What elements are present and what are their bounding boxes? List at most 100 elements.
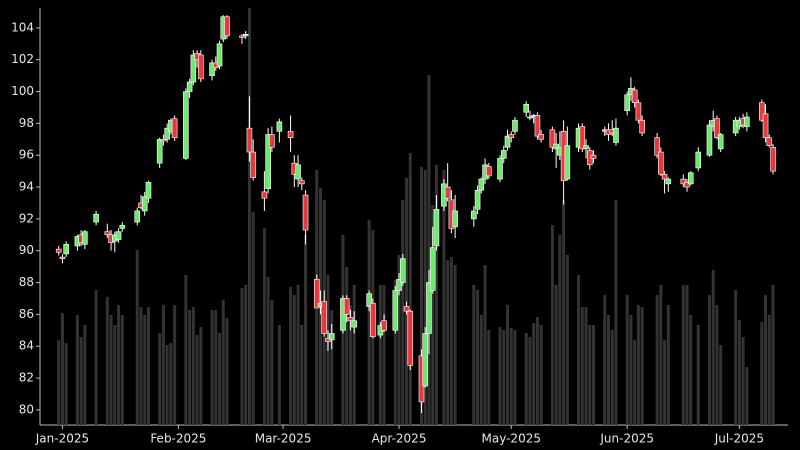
candle-body: [321, 301, 328, 334]
volume-bar: [345, 267, 349, 425]
volume-bar: [431, 205, 435, 425]
candle-body: [500, 150, 507, 159]
candle-body: [564, 145, 571, 180]
candle-body: [762, 113, 769, 139]
volume-bar: [558, 235, 562, 425]
volume-bar: [659, 285, 663, 425]
volume-bar: [449, 257, 453, 425]
candle-body: [613, 127, 619, 143]
volume-bar: [524, 333, 528, 425]
candle-body: [134, 210, 141, 223]
volume-bar: [251, 212, 255, 425]
volume-bar: [83, 325, 87, 425]
volume-bar: [666, 305, 670, 425]
volume-bar: [348, 305, 352, 425]
volume-bar: [382, 285, 386, 425]
candle-body: [381, 320, 387, 331]
volume-bar: [472, 285, 476, 425]
volume-bar: [113, 325, 117, 425]
volume-bar: [663, 340, 667, 425]
volume-bar: [289, 287, 293, 425]
candle-body: [104, 231, 111, 236]
volume-bar: [771, 285, 775, 425]
volume-bar: [689, 315, 693, 425]
volume-bar: [225, 318, 229, 425]
candle-body: [370, 302, 376, 337]
volume-bar: [584, 307, 588, 425]
candle-body: [396, 279, 402, 291]
volume-bar: [247, 8, 251, 425]
candle-body: [433, 209, 440, 247]
candle-body: [93, 213, 99, 223]
volume-bar: [75, 315, 79, 425]
candle-body: [276, 121, 283, 132]
volume-bar: [442, 170, 446, 425]
volume-bar: [401, 200, 405, 425]
volume-bar: [393, 280, 397, 425]
candle-body: [512, 119, 518, 132]
x-tick-label: Feb-2025: [150, 432, 206, 446]
x-tick-label: May-2025: [482, 432, 541, 446]
candle-body: [680, 178, 687, 185]
volume-bar: [135, 250, 139, 425]
volume-bar: [655, 295, 659, 425]
y-tick-label: 84: [19, 339, 34, 353]
candle-body: [549, 129, 556, 148]
candle-body: [444, 186, 451, 199]
volume-bar: [210, 310, 214, 425]
volume-bar: [277, 325, 281, 425]
candle-body: [343, 298, 350, 315]
candle-body: [224, 16, 230, 37]
volume-bar: [707, 295, 711, 425]
y-tick-label: 80: [19, 402, 34, 416]
candle-body: [242, 33, 249, 37]
volume-bar: [218, 333, 222, 425]
candle-body: [523, 103, 530, 113]
volume-bar: [487, 330, 491, 425]
candle-body: [553, 143, 559, 150]
candle-body: [160, 139, 167, 142]
candle-body: [422, 333, 429, 387]
volume-bar: [565, 255, 569, 425]
candle-body: [497, 158, 503, 180]
candle-body: [534, 115, 541, 137]
candle-body: [246, 127, 253, 153]
volume-bar: [532, 323, 536, 425]
candle-body: [583, 145, 589, 150]
candle-body: [717, 134, 724, 150]
volume-bar: [479, 315, 483, 425]
candle-body: [186, 81, 193, 92]
volume-bar: [681, 285, 685, 425]
candle-body: [366, 293, 372, 307]
volume-bar: [603, 295, 607, 425]
volume-bar: [506, 305, 509, 425]
candle-body: [579, 126, 586, 150]
volume-bar: [161, 305, 165, 425]
volume-bar: [143, 315, 147, 425]
candle-body: [59, 256, 66, 259]
volume-bar: [745, 367, 749, 425]
candle-body: [658, 151, 664, 175]
volume-bar: [577, 275, 581, 425]
volume-bar: [296, 285, 300, 425]
x-tick-label: Jun-2025: [599, 432, 654, 446]
candle-body: [744, 116, 750, 127]
volume-bar: [109, 315, 113, 425]
volume-bar: [427, 75, 431, 425]
volume-bar: [535, 317, 539, 425]
candle-body: [347, 317, 354, 322]
y-tick-label: 90: [19, 243, 34, 257]
candle-body: [684, 181, 690, 188]
volume-bar: [419, 167, 423, 425]
volume-bar: [117, 305, 121, 425]
candle-body: [770, 146, 776, 172]
y-tick-label: 104: [11, 20, 34, 34]
y-tick-label: 98: [19, 116, 34, 130]
volume-bar: [184, 275, 188, 425]
volume-bar: [199, 327, 203, 425]
candle-body: [190, 54, 197, 83]
candle-body: [766, 137, 773, 146]
volume-bar: [191, 307, 195, 425]
volume-bar: [165, 345, 169, 425]
